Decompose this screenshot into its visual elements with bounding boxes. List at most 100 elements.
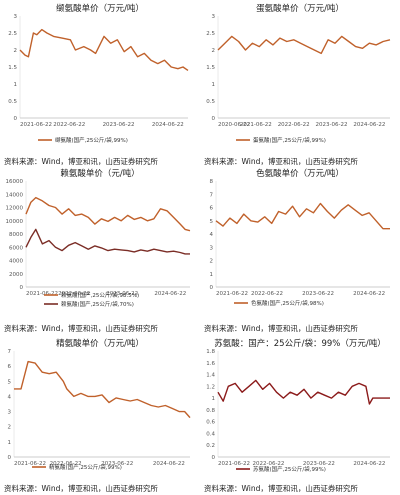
x-tick-label: 2023-06-22 [302,291,334,297]
chart-svg: 0 1 2 3 4 5 6 7 2021-06-22 2022-06-22 2023-06-22 20… [8,349,191,471]
y-tick-label: 0.5 [8,99,17,105]
y-tick-label: 0.6 [206,420,215,426]
x-tick-label: 2024-06-22 [153,461,185,467]
x-tick-label: 2021-06-22 [20,122,52,128]
x-tick-label: 2024-06-22 [152,122,184,128]
y-tick-label: 0.5 [206,99,215,105]
y-tick-label: 1 [212,82,216,88]
y-tick-label: 0.2 [206,443,215,449]
y-tick-label: 2 [8,425,12,431]
chart-title: 精氨酸单价（万元/吨） [56,339,144,349]
chart-panel-arginine: 精氨酸单价（万元/吨） 0 1 2 3 4 5 6 7 2021-06-22 2022-06-22… [0,335,200,495]
y-tick-label: 3 [210,245,214,251]
chart-panel-methionine: 蛋氨酸单价（万元/吨） 0 0.5 1 1.5 2 2.5 3 2020-06-22 2021-… [200,0,400,166]
y-tick-label: 0 [14,116,18,122]
y-tick-label: 0.8 [206,408,215,414]
x-tick-label: 2022-06-22 [251,291,283,297]
x-tick-label: 2021-06-22 [218,461,250,467]
x-tick-label: 2021-06-22 [14,461,46,467]
legend-label: 苏氨酸(国产,25公斤/袋,99%) [253,465,326,473]
y-tick-label: 7 [8,349,12,355]
series-line [14,360,191,419]
x-tick-label: 2021-06-22 [216,291,248,297]
y-tick-label: 4 [8,394,12,400]
y-tick-label: 1 [212,396,216,402]
series-line [215,202,390,230]
series-line [25,228,190,255]
y-tick-label: 1.2 [206,384,215,390]
y-tick-label: 2 [14,48,18,54]
x-tick-label: 2022-06-22 [252,461,284,467]
y-tick-label: 0 [212,116,216,122]
y-tick-label: 2 [212,48,216,54]
y-tick-label: 12000 [6,206,24,212]
y-tick-label: 6 [8,364,12,370]
x-tick-label: 2024-06-22 [353,291,385,297]
x-tick-label: 2024-06-22 [353,461,385,467]
chart-svg: 0 0.5 1 1.5 2 2.5 3 2021-06-22 2022-06-22 2023-06… [8,14,189,144]
legend-label: 缬氨酸(国产,25公斤/袋,99%) [55,136,128,144]
x-tick-label: 2022-06-22 [278,122,310,128]
source-note: 资料来源：Wind，博亚和讯，山西证券研究所 [4,157,158,166]
y-tick-label: 1.6 [206,361,215,367]
y-tick-label: 8 [210,179,214,185]
chart-svg: 0 2000 4000 6000 8000 10000 12000 14000 16000 202… [6,179,191,308]
y-tick-label: 4 [210,232,214,238]
source-note: 资料来源：Wind，博亚和讯，山西证券研究所 [204,157,358,166]
y-tick-label: 2000 [9,272,23,278]
y-tick-label: 3 [212,14,216,20]
series-line [217,35,391,55]
y-tick-label: 0.4 [206,431,215,437]
legend-label: 色氨酸(国产,25公斤/袋,98%) [251,299,324,307]
source-note: 资料来源：Wind，博亚和讯，山西证券研究所 [204,324,358,333]
y-tick-label: 0 [210,285,214,291]
chart-title: 蛋氨酸单价（万元/吨） [256,4,344,14]
y-tick-label: 1 [210,272,214,278]
y-tick-label: 14000 [6,192,24,198]
x-tick-label: 2023-06-22 [106,291,138,297]
x-tick-label: 2021-06-22 [240,122,272,128]
x-tick-label: 2023-06-22 [101,461,133,467]
y-tick-label: 1.5 [8,65,17,71]
x-tick-label: 2024-06-22 [154,291,186,297]
y-tick-label: 7 [210,192,214,198]
chart-panel-valine: 缬氨酸单价（万元/吨） 0 0.5 1 1.5 2 2.5 3 2021-06-22 2022-… [0,0,200,166]
legend-label: 蛋氨酸(国产,25公斤/袋,99%) [253,136,326,144]
chart-panel-lysine: 赖氨酸单价（元/吨） 0 2000 4000 6000 8000 10000 12000 14… [0,165,200,335]
y-tick-label: 5 [210,219,214,225]
x-tick-label: 2024-06-22 [353,122,385,128]
y-tick-label: 1.4 [206,373,215,379]
y-tick-label: 3 [8,410,12,416]
x-tick-label: 2023-06-22 [316,122,348,128]
y-tick-label: 3 [14,14,18,20]
x-tick-label: 2023-06-22 [303,461,335,467]
y-tick-label: 4000 [9,259,23,265]
chart-svg: 0 0.2 0.4 0.6 0.8 1 1.2 1.4 1.6 1.8 2021-06-22 2022… [206,349,390,473]
y-tick-label: 5 [8,379,12,385]
y-tick-label: 1.8 [206,349,215,355]
y-tick-label: 1 [14,82,18,88]
y-tick-label: 2.5 [8,31,17,37]
x-tick-label: 2022-06-22 [53,122,85,128]
chart-title: 色氨酸单价（万元/吨） [256,169,344,179]
y-tick-label: 1 [8,440,12,446]
source-note: 资料来源：Wind，博亚和讯，山西证券研究所 [4,484,158,493]
series-line [217,379,390,405]
x-tick-label: 2023-06-22 [103,122,135,128]
chart-title: 赖氨酸单价（元/吨） [60,169,140,179]
y-tick-label: 2 [210,259,214,265]
y-tick-label: 6 [210,206,214,212]
y-tick-label: 2.5 [206,31,215,37]
legend-label: 赖氨酸(国产,25公斤/袋,70%) [61,300,134,308]
x-tick-label: 2022-06-22 [58,291,90,297]
y-tick-label: 10000 [6,219,24,225]
x-tick-label: 2021-06-22 [26,291,58,297]
y-tick-label: 1.5 [206,65,215,71]
series-line [25,196,191,232]
x-tick-label: 2020-06-22 [218,122,250,128]
y-tick-label: 0 [20,285,24,291]
y-tick-label: 16000 [6,179,24,185]
source-note: 资料来源：Wind，博亚和讯，山西证券研究所 [204,484,358,493]
y-tick-label: 0 [212,455,216,461]
